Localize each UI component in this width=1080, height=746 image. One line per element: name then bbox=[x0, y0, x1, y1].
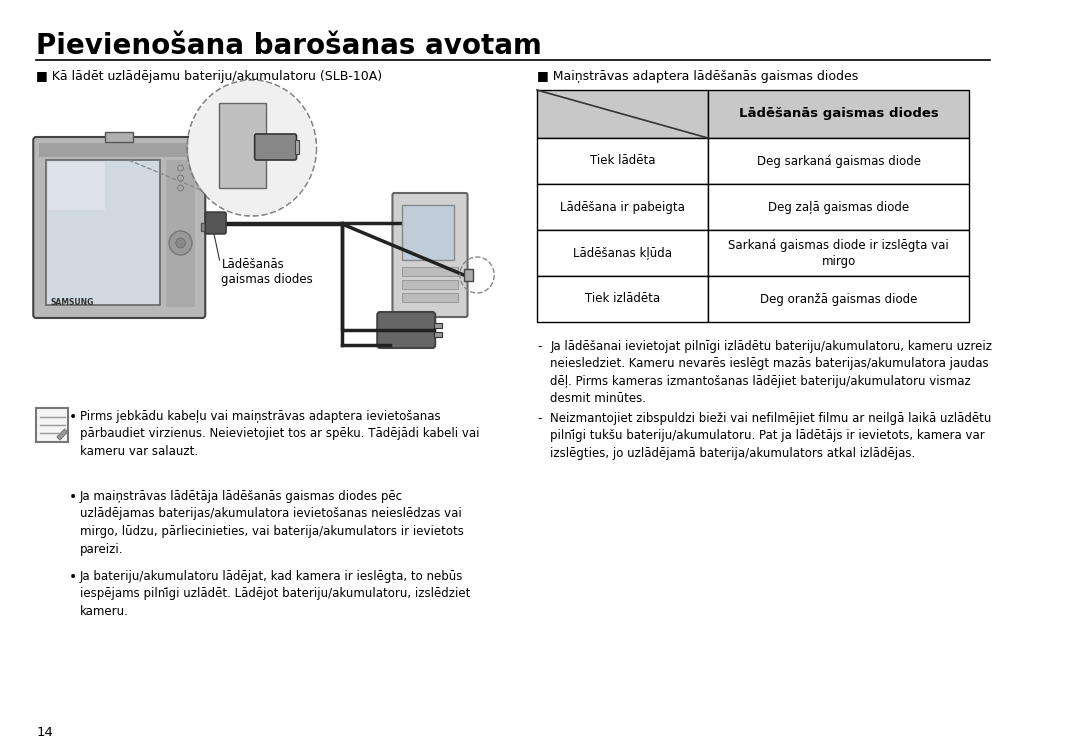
Text: Tiek lādēta: Tiek lādēta bbox=[590, 154, 656, 168]
Bar bbox=[434, 323, 442, 328]
Text: Deg sarkaná gaismas diode: Deg sarkaná gaismas diode bbox=[757, 154, 920, 168]
FancyBboxPatch shape bbox=[205, 212, 226, 234]
FancyBboxPatch shape bbox=[377, 312, 435, 348]
FancyBboxPatch shape bbox=[392, 193, 468, 317]
Bar bbox=[463, 269, 473, 281]
Circle shape bbox=[178, 185, 184, 191]
FancyBboxPatch shape bbox=[36, 408, 68, 442]
Bar bbox=[295, 140, 299, 154]
FancyBboxPatch shape bbox=[255, 134, 297, 160]
Bar bbox=[166, 160, 194, 307]
Bar bbox=[537, 184, 707, 230]
Text: -: - bbox=[537, 340, 541, 353]
Bar bbox=[707, 184, 969, 230]
Text: Pirms jebkādu kabeļu vai maiņstrāvas adaptera ievietošanas
pārbaudiet virzienus.: Pirms jebkādu kabeļu vai maiņstrāvas ada… bbox=[80, 410, 480, 458]
Text: Lādēšana ir pabeigta: Lādēšana ir pabeigta bbox=[559, 201, 685, 213]
Bar bbox=[707, 230, 969, 276]
Text: •: • bbox=[68, 570, 77, 584]
Bar bbox=[39, 143, 200, 157]
Text: •: • bbox=[68, 410, 77, 424]
Bar bbox=[218, 103, 266, 188]
Bar bbox=[537, 276, 707, 322]
Circle shape bbox=[176, 238, 186, 248]
Text: Lādēšanās gaismas diodes: Lādēšanās gaismas diodes bbox=[739, 107, 939, 121]
Text: Pievienošana barošanas avotam: Pievienošana barošanas avotam bbox=[36, 32, 542, 60]
Text: Ja maiņstrāvas lādētāja lādēšanās gaismas diodes pēc
uzlādējamas baterijas/akumu: Ja maiņstrāvas lādētāja lādēšanās gaisma… bbox=[80, 490, 463, 556]
Bar bbox=[201, 223, 208, 231]
Bar bbox=[402, 267, 458, 276]
Circle shape bbox=[188, 81, 315, 215]
Circle shape bbox=[460, 257, 495, 293]
Bar bbox=[707, 90, 969, 138]
Circle shape bbox=[178, 165, 184, 171]
Text: Lādēšanās
gaismas diodes: Lādēšanās gaismas diodes bbox=[221, 258, 313, 286]
Circle shape bbox=[178, 175, 184, 181]
Text: SAMSUNG: SAMSUNG bbox=[51, 298, 94, 307]
Bar bbox=[402, 205, 455, 260]
Text: -: - bbox=[537, 412, 541, 425]
Text: Tiek izlādēta: Tiek izlādēta bbox=[585, 292, 660, 306]
Text: Neizmantojiet zibspuldzi bieži vai nefilmējiet filmu ar neilgā laikā uzlādētu
pi: Neizmantojiet zibspuldzi bieži vai nefil… bbox=[550, 412, 991, 460]
Text: Lādēšanas kļūda: Lādēšanas kļūda bbox=[572, 246, 672, 260]
Text: ■ Kā lādēt uzlādējamu bateriju/akumulatoru (SLB-10A): ■ Kā lādēt uzlādējamu bateriju/akumulato… bbox=[36, 70, 382, 83]
Text: Sarkaná gaismas diode ir izslēgta vai
mirgo: Sarkaná gaismas diode ir izslēgta vai m… bbox=[728, 238, 949, 268]
Text: Ja lādēšanai ievietojat pilnīgi izlādētu bateriju/akumulatoru, kameru uzreiz
nei: Ja lādēšanai ievietojat pilnīgi izlādētu… bbox=[550, 340, 993, 406]
Bar bbox=[537, 90, 707, 138]
Text: Deg zaļā gaismas diode: Deg zaļā gaismas diode bbox=[768, 201, 909, 213]
Text: Ja bateriju/akumulatoru lādējat, kad kamera ir ieslēgta, to nebūs
iespējams piln: Ja bateriju/akumulatoru lādējat, kad kam… bbox=[80, 570, 470, 618]
Bar bbox=[537, 138, 707, 184]
Bar bbox=[402, 293, 458, 302]
Bar bbox=[537, 230, 707, 276]
Bar bbox=[434, 332, 442, 337]
Text: 14: 14 bbox=[36, 726, 53, 739]
Text: •: • bbox=[68, 490, 77, 504]
FancyBboxPatch shape bbox=[33, 137, 205, 318]
Bar bbox=[48, 162, 105, 210]
Bar bbox=[707, 276, 969, 322]
Polygon shape bbox=[57, 429, 67, 440]
Bar bbox=[45, 160, 160, 305]
Bar bbox=[402, 280, 458, 289]
Bar bbox=[105, 132, 133, 142]
Text: Deg oranžā gaismas diode: Deg oranžā gaismas diode bbox=[760, 292, 917, 306]
Circle shape bbox=[170, 231, 192, 255]
Bar bbox=[707, 138, 969, 184]
Text: ■ Maiņstrāvas adaptera lādēšanās gaismas diodes: ■ Maiņstrāvas adaptera lādēšanās gaismas… bbox=[537, 70, 859, 83]
